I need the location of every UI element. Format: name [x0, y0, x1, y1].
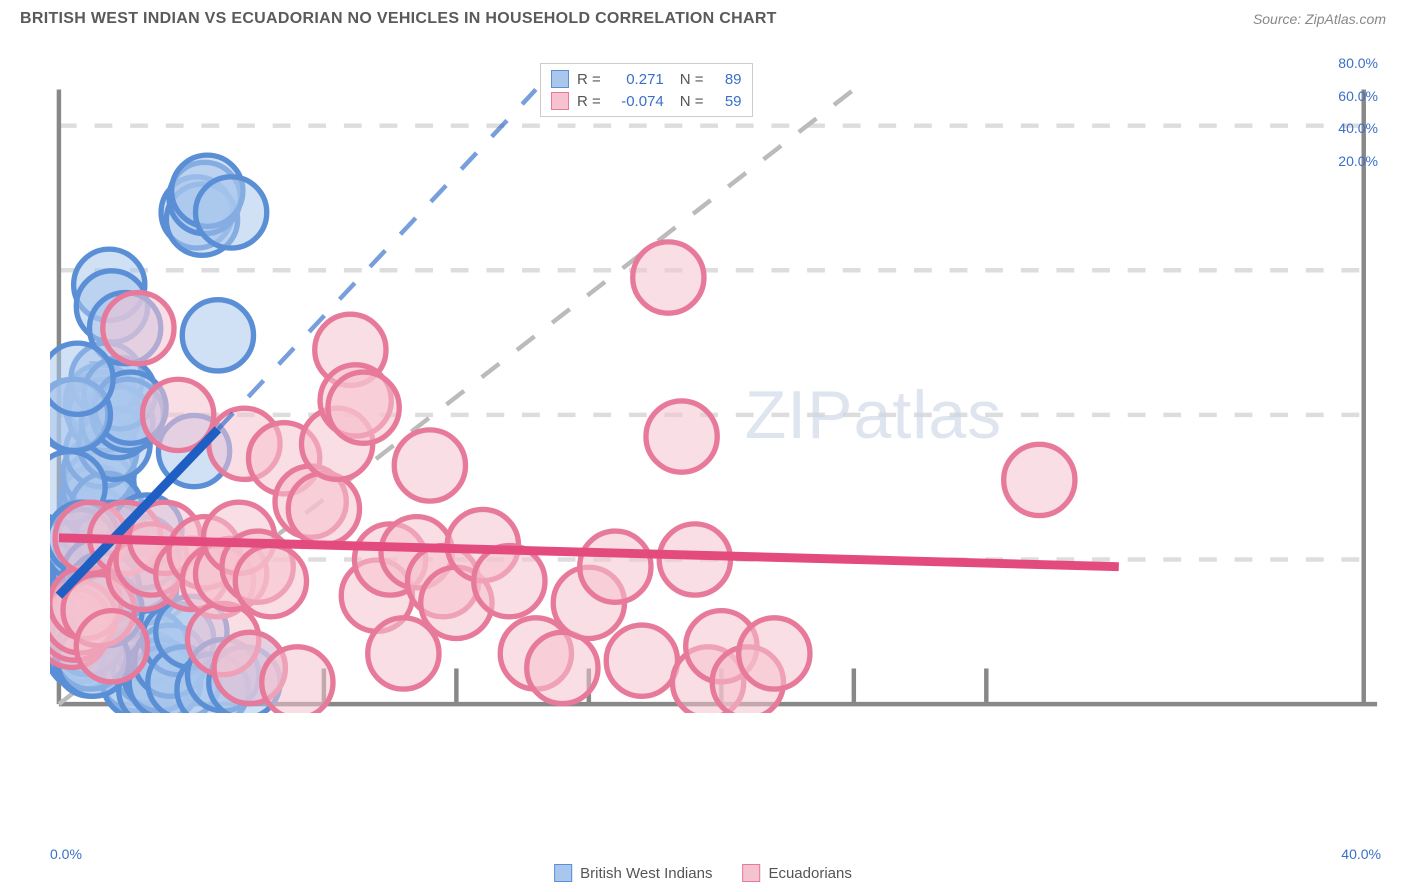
r-label: R =: [577, 93, 601, 110]
y-tick-label: 20.0%: [1338, 153, 1378, 169]
r-value: 0.271: [609, 71, 664, 88]
legend-item: Ecuadorians: [742, 864, 851, 882]
legend-swatch: [554, 864, 572, 882]
stat-row: R = 0.271 N = 89: [551, 68, 742, 90]
series-swatch: [551, 92, 569, 110]
r-label: R =: [577, 71, 601, 88]
legend: British West Indians Ecuadorians: [554, 864, 852, 882]
stat-row: R = -0.074 N = 59: [551, 90, 742, 112]
n-value: 89: [712, 71, 742, 88]
n-value: 59: [712, 93, 742, 110]
y-tick-label: 80.0%: [1338, 55, 1378, 71]
scatter-plot: [50, 45, 1386, 713]
y-tick-label: 40.0%: [1338, 120, 1378, 136]
r-value: -0.074: [609, 93, 664, 110]
chart-container: R = 0.271 N = 89 R = -0.074 N = 59 ZIPat…: [50, 45, 1386, 832]
legend-item: British West Indians: [554, 864, 712, 882]
chart-header: BRITISH WEST INDIAN VS ECUADORIAN NO VEH…: [0, 0, 1406, 36]
series-swatch: [551, 70, 569, 88]
x-tick-0: 0.0%: [50, 846, 82, 862]
legend-label: Ecuadorians: [768, 865, 851, 882]
x-tick-1: 40.0%: [1341, 846, 1381, 862]
n-label: N =: [680, 93, 704, 110]
n-label: N =: [680, 71, 704, 88]
source-attribution: Source: ZipAtlas.com: [1253, 11, 1386, 27]
legend-swatch: [742, 864, 760, 882]
y-tick-label: 60.0%: [1338, 88, 1378, 104]
chart-title: BRITISH WEST INDIAN VS ECUADORIAN NO VEH…: [20, 10, 777, 28]
legend-label: British West Indians: [580, 865, 712, 882]
correlation-stats-box: R = 0.271 N = 89 R = -0.074 N = 59: [540, 63, 753, 117]
